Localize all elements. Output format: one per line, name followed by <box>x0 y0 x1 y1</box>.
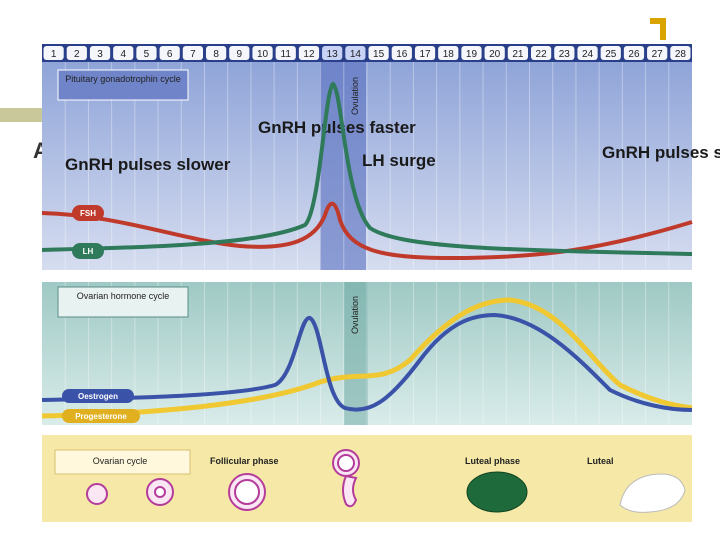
day-number: 12 <box>303 49 315 60</box>
day-cell <box>507 46 528 60</box>
panel-label: Ovarian hormone cycle <box>77 291 170 301</box>
corpus-luteum <box>466 471 528 513</box>
day-cell <box>159 46 180 60</box>
day-cells: 1 2 3 4 5 6 7 8 9 10 11 12 13 14 15 16 17 18 19 20 21 22 23 24 2… <box>43 46 691 60</box>
day-number: 14 <box>350 49 362 60</box>
day-number: 20 <box>489 49 501 60</box>
progesterone-tag <box>62 409 140 423</box>
label-box <box>54 449 191 475</box>
day-number: 26 <box>628 49 640 60</box>
note: GnRH pulses faster <box>258 118 416 137</box>
day-cell <box>484 46 505 60</box>
day-number: 5 <box>144 49 150 60</box>
corpus-albicans <box>619 473 686 513</box>
day-strip <box>42 44 692 62</box>
day-number: 8 <box>213 49 219 60</box>
fsh-tag <box>72 205 104 221</box>
day-cell <box>531 46 552 60</box>
progesterone-curve <box>41 297 693 419</box>
day-number: 1 <box>51 49 57 60</box>
day-cell <box>229 46 250 60</box>
day-cell <box>43 46 64 60</box>
day-cell <box>322 46 343 60</box>
lh-curve <box>41 81 693 256</box>
day-cell <box>647 46 668 60</box>
day-cell <box>252 46 273 60</box>
day-number: 17 <box>419 49 431 60</box>
phase-label: Luteal <box>587 456 614 466</box>
day-cell <box>298 46 320 60</box>
phase-label: Luteal phase <box>465 456 520 466</box>
day-number: 4 <box>120 49 126 60</box>
day-cell <box>89 46 111 60</box>
day-cell <box>368 46 389 60</box>
day-number: 16 <box>396 49 408 60</box>
day-cell <box>554 46 575 60</box>
side-bar <box>0 108 42 122</box>
day-number: 3 <box>97 49 103 60</box>
label-box <box>57 286 189 318</box>
oestrogen-tag <box>62 389 134 403</box>
fsh-label: FSH <box>80 209 96 218</box>
panel-label: Ovarian cycle <box>93 456 148 466</box>
follicles <box>86 449 360 511</box>
day-number: 10 <box>257 49 269 60</box>
day-cell <box>345 46 366 60</box>
day-number: 25 <box>605 49 617 60</box>
day-cell <box>670 46 691 60</box>
day-cell <box>414 46 436 60</box>
oestrogen-label: Oestrogen <box>78 392 118 401</box>
day-cell <box>206 46 227 60</box>
day-cell <box>136 46 157 60</box>
day-cell <box>391 46 412 60</box>
lh-label: LH <box>83 247 94 256</box>
corner-mark <box>650 18 666 40</box>
progesterone-label: Progesterone <box>75 412 127 421</box>
day-number: 15 <box>373 49 385 60</box>
day-number: 23 <box>559 49 571 60</box>
day-number: 21 <box>512 49 524 60</box>
fsh-curve <box>41 201 693 261</box>
oestrogen-curve <box>41 312 693 412</box>
ovulation-label: Ovulation <box>350 77 360 115</box>
note: LH surge <box>362 151 436 170</box>
note: GnRH pulses slower <box>65 155 231 174</box>
label-box <box>57 69 189 101</box>
day-cell <box>577 46 598 60</box>
day-cell <box>461 46 482 60</box>
day-number: 7 <box>190 49 196 60</box>
note: GnRH pulses slower <box>602 143 720 162</box>
day-number: 9 <box>237 49 243 60</box>
day-number: 11 <box>281 49 292 60</box>
phase-label: Follicular phase <box>210 456 279 466</box>
ovulation-band <box>344 282 368 425</box>
day-cell <box>623 46 645 60</box>
day-number: 2 <box>74 49 80 60</box>
day-number: 13 <box>327 49 339 60</box>
ovarian-panel <box>42 435 692 522</box>
day-cell <box>66 46 87 60</box>
day-number: 28 <box>675 49 687 60</box>
day-number: 24 <box>582 49 594 60</box>
day-cell <box>275 46 296 60</box>
day-cell <box>113 46 134 60</box>
day-number: 27 <box>652 49 664 60</box>
day-number: 18 <box>443 49 455 60</box>
day-number: 19 <box>466 49 478 60</box>
day-number: 6 <box>167 49 173 60</box>
day-cell <box>600 46 621 60</box>
ovulation-label: Ovulation <box>350 296 360 334</box>
day-cell <box>182 46 203 60</box>
panel-label: Pituitary gonadotrophin cycle <box>65 74 181 84</box>
day-cell <box>438 46 459 60</box>
lh-tag <box>72 243 104 259</box>
day-number: 22 <box>536 49 548 60</box>
